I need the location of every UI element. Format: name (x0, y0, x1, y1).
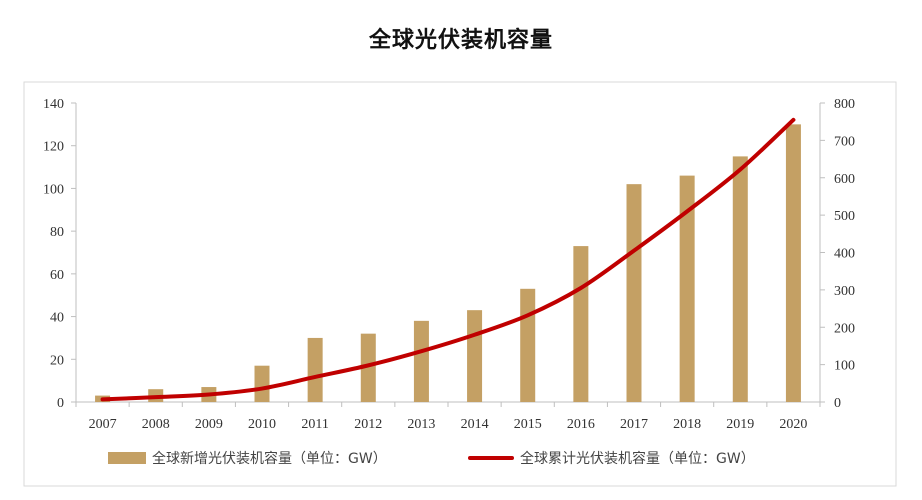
line-point (633, 250, 635, 252)
bar (307, 337, 323, 402)
y-right-tick-label: 200 (834, 321, 855, 336)
x-tick-label: 2011 (301, 417, 328, 432)
line-point (686, 210, 688, 212)
x-tick-label: 2009 (195, 417, 223, 432)
bars (95, 124, 801, 402)
y-right-tick-label: 100 (834, 359, 855, 374)
line-point (792, 119, 794, 121)
line-point (739, 169, 741, 171)
y-left-tick-label: 20 (50, 353, 64, 368)
y-right-tick-label: 800 (834, 97, 855, 112)
bar (732, 156, 748, 402)
x-tick-label: 2020 (779, 417, 807, 432)
chart-title: 全球光伏装机容量 (368, 28, 553, 53)
bar (520, 288, 536, 402)
y-left-tick-label: 120 (43, 140, 64, 155)
y-left-tick-label: 60 (50, 268, 64, 283)
line-point (367, 364, 369, 366)
bar (413, 320, 429, 402)
legend: 全球新增光伏装机容量（单位：GW） 全球累计光伏装机容量（单位：GW） (108, 450, 755, 467)
y-right-tick-label: 600 (834, 172, 855, 187)
x-tick-label: 2014 (461, 417, 489, 432)
line-point (420, 350, 422, 352)
x-tick-label: 2012 (354, 417, 382, 432)
y-right-tick-label: 400 (834, 247, 855, 262)
tick-labels: 0 20 40 60 80 100 120 140 0 100 200 300 400 500 600 700… (43, 97, 855, 432)
y-right-tick-label: 700 (834, 134, 855, 149)
x-tick-label: 2018 (673, 417, 701, 432)
x-tick-label: 2013 (407, 417, 435, 432)
line-series (100, 117, 796, 402)
x-tick-label: 2019 (726, 417, 754, 432)
y-right-tick-label: 500 (834, 209, 855, 224)
bar (467, 310, 483, 402)
line-point (155, 396, 157, 398)
bar (785, 124, 801, 402)
y-left-tick-label: 140 (43, 97, 64, 112)
y-left-tick-label: 40 (50, 311, 64, 326)
line-point (261, 388, 263, 390)
bar (626, 184, 642, 402)
bar (360, 333, 376, 402)
x-tick-label: 2016 (567, 417, 595, 432)
x-tick-label: 2007 (89, 417, 117, 432)
y-right-tick-label: 0 (834, 396, 841, 411)
y-left-tick-label: 0 (57, 396, 64, 411)
x-tick-label: 2008 (142, 417, 170, 432)
line-point (208, 394, 210, 396)
bar (573, 246, 589, 402)
line-point (580, 287, 582, 289)
bar (679, 175, 695, 402)
y-left-tick-label: 100 (43, 182, 64, 197)
x-tick-label: 2015 (514, 417, 542, 432)
x-tick-label: 2010 (248, 417, 276, 432)
line-point (527, 314, 529, 316)
line-point (474, 334, 476, 336)
line-point (102, 398, 104, 400)
line-point (314, 376, 316, 378)
legend-bar-label: 全球新增光伏装机容量（单位：GW） (152, 450, 387, 467)
axes (71, 102, 825, 407)
legend-bar-swatch (108, 452, 146, 464)
y-left-tick-label: 80 (50, 225, 64, 240)
x-tick-label: 2017 (620, 417, 648, 432)
chart-frame (23, 81, 897, 487)
legend-line-label: 全球累计光伏装机容量（单位：GW） (520, 450, 755, 467)
bar (254, 365, 270, 402)
y-right-tick-label: 300 (834, 284, 855, 299)
